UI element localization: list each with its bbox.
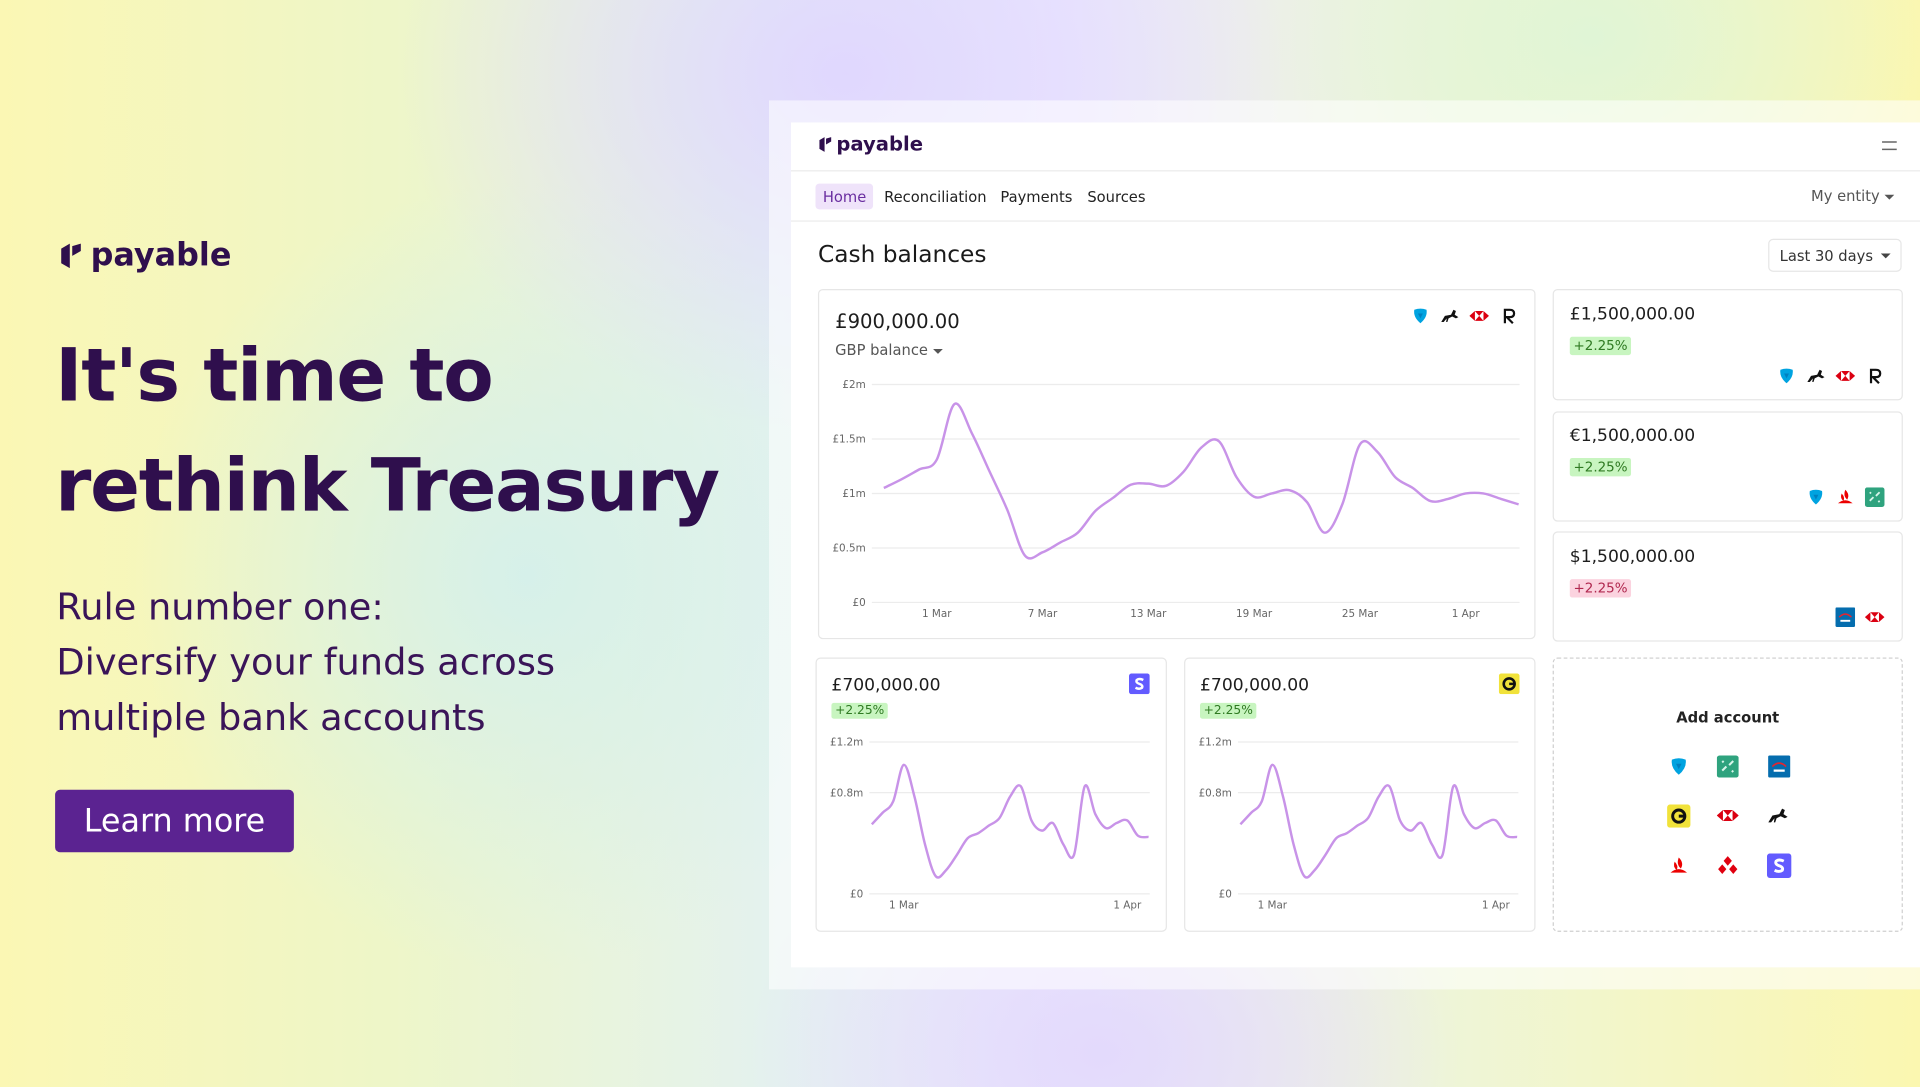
bank-icon[interactable] (1767, 756, 1791, 778)
period-label: Last 30 days (1779, 246, 1873, 264)
period-select[interactable]: Last 30 days (1768, 238, 1902, 272)
bank-icon (1411, 306, 1431, 326)
bank-icon (1777, 366, 1797, 386)
app-logo: payable (818, 132, 923, 156)
account-amount: €1,500,000.00 (1569, 426, 1696, 446)
bank-icon[interactable] (1717, 756, 1739, 778)
bank-icon (1499, 673, 1520, 694)
bank-icon (1836, 366, 1856, 386)
account-amount: £1,500,000.00 (1569, 304, 1696, 325)
section-title: Cash balances (817, 241, 987, 269)
bank-icon (1129, 673, 1150, 694)
bank-icon (1865, 487, 1885, 507)
bank-icon[interactable] (1667, 804, 1691, 827)
learn-more-button[interactable]: Learn more (55, 789, 294, 853)
change-badge: +2.25% (1200, 702, 1257, 719)
bank-icon[interactable] (1668, 855, 1690, 877)
caret (932, 348, 943, 354)
balance-amount: £900,000.00 (835, 309, 960, 334)
add-account-label: Add account (1676, 708, 1780, 727)
bank-icon (1806, 487, 1826, 507)
nav-item[interactable]: Sources (1087, 187, 1146, 206)
add-account-card[interactable] (1552, 657, 1903, 932)
entity-select[interactable]: My entity (1811, 187, 1895, 205)
bank-icon[interactable] (1717, 855, 1739, 877)
small-card (815, 657, 1167, 932)
currency-label: GBP balance (835, 341, 928, 359)
balance-amount: £700,000.00 (1200, 675, 1310, 696)
account-amount: $1,500,000.00 (1569, 547, 1696, 567)
bank-icon (1440, 306, 1460, 326)
small-card (1184, 657, 1536, 932)
bank-icon (1865, 366, 1885, 386)
change-badge: +2.25% (1569, 336, 1632, 356)
subline: Rule number one: (56, 586, 384, 630)
change-badge: +2.25% (1569, 579, 1632, 598)
headline: rethink Treasury (55, 443, 720, 529)
headline: It's time to (55, 333, 494, 419)
caret (1884, 194, 1895, 200)
subline: Diversify your funds across (56, 641, 555, 685)
bank-icon (1836, 607, 1856, 627)
hero-logo: payable (59, 237, 232, 275)
bank-icon[interactable] (1717, 804, 1739, 826)
subline: multiple bank accounts (56, 696, 486, 740)
logo-mark (61, 243, 81, 269)
bank-icon[interactable] (1767, 804, 1789, 826)
divider (791, 220, 1920, 222)
divider (791, 170, 1920, 172)
entity-label: My entity (1811, 187, 1880, 205)
logo-text: payable (836, 132, 923, 156)
caret (1880, 252, 1891, 258)
bank-icon (1836, 487, 1856, 507)
currency-select[interactable]: GBP balance (835, 341, 943, 359)
bank-icon[interactable] (1767, 853, 1791, 877)
logo-text: payable (90, 237, 232, 275)
nav-item[interactable]: Reconciliation (884, 187, 987, 206)
bank-icon (1499, 306, 1519, 326)
nav-item[interactable]: Payments (1000, 187, 1073, 206)
logo-mark (819, 136, 832, 152)
bank-icon (1469, 306, 1489, 326)
balance-amount: £700,000.00 (831, 675, 941, 696)
menu-icon[interactable] (1881, 140, 1898, 152)
bank-icon (1865, 607, 1885, 627)
change-badge: +2.25% (1569, 457, 1632, 477)
nav-item[interactable]: Home (815, 183, 874, 210)
bank-icon[interactable] (1668, 756, 1690, 778)
change-badge: +2.25% (831, 702, 888, 719)
account-card[interactable] (1552, 288, 1903, 401)
bank-icon (1806, 366, 1826, 386)
